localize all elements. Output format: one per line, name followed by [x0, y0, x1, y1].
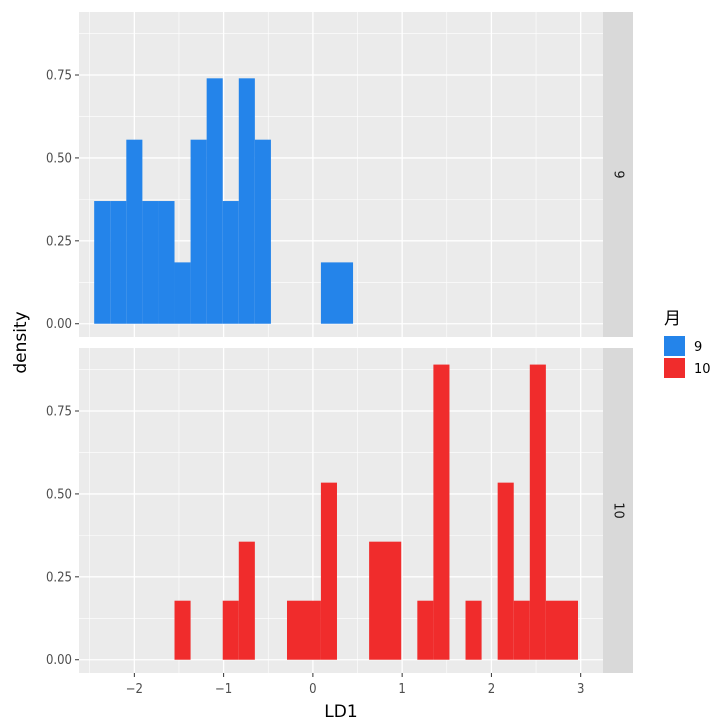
legend-key [664, 358, 685, 378]
histogram-bar [417, 600, 434, 660]
legend: 月 9 10 [664, 309, 711, 378]
x-tick-label: −2 [126, 682, 143, 697]
histogram-bar [174, 262, 191, 324]
histogram-bar [254, 139, 271, 324]
facet-strip [603, 12, 633, 337]
histogram-bar [110, 201, 127, 324]
histogram-bar [320, 482, 337, 660]
histogram-bar [158, 201, 175, 324]
y-tick-label: 0.00 [46, 317, 72, 332]
x-axis-title: LD1 [324, 702, 357, 722]
histogram-bar [286, 600, 321, 660]
histogram-bar [190, 139, 207, 324]
histogram-bar [94, 201, 111, 324]
legend-label: 9 [694, 340, 702, 355]
y-tick-label: 0.25 [46, 234, 72, 249]
facet-strip-label: 10 [611, 502, 626, 519]
legend-label: 10 [694, 362, 711, 377]
histogram-bar [238, 541, 255, 660]
histogram-bar [174, 600, 191, 660]
y-tick-label: 0.50 [46, 487, 72, 502]
x-axis: −2 −1 0 1 2 3 [126, 673, 584, 697]
x-tick-label: 2 [488, 682, 495, 697]
x-tick-label: 0 [309, 682, 316, 697]
histogram-bar [126, 139, 143, 324]
histogram-bar [206, 78, 223, 324]
facet-strip [603, 348, 633, 673]
histogram-bar [497, 482, 514, 660]
histogram-bar [545, 600, 579, 660]
y-tick-label: 0.25 [46, 570, 72, 585]
histogram-bar [513, 600, 530, 660]
panels: 0.00 0.25 0.50 0.75 9 0.00 0.25 0.50 0.75 10 [46, 12, 633, 673]
histogram-bar [320, 262, 354, 324]
x-tick-label: 1 [398, 682, 405, 697]
x-tick-label: 3 [577, 682, 584, 697]
x-tick-label: −1 [215, 682, 232, 697]
legend-title: 月 [664, 309, 681, 329]
histogram-bar [433, 364, 450, 660]
histogram-bar [238, 78, 255, 324]
y-tick-label: 0.00 [46, 653, 72, 668]
facet-panel-10: 0.00 0.25 0.50 0.75 10 [46, 348, 633, 673]
facet-panel-9: 0.00 0.25 0.50 0.75 9 [46, 12, 633, 337]
histogram-bar [529, 364, 546, 660]
facet-strip-label: 9 [611, 170, 626, 178]
histogram-bar [369, 541, 402, 660]
y-tick-label: 0.75 [46, 69, 72, 84]
legend-key [664, 336, 685, 356]
histogram-bar [465, 600, 482, 660]
histogram-bar [222, 201, 239, 324]
y-tick-label: 0.75 [46, 405, 72, 420]
y-axis-title: density [11, 311, 31, 373]
histogram-bar [142, 201, 159, 324]
y-tick-label: 0.50 [46, 151, 72, 166]
histogram-bar [222, 600, 239, 660]
